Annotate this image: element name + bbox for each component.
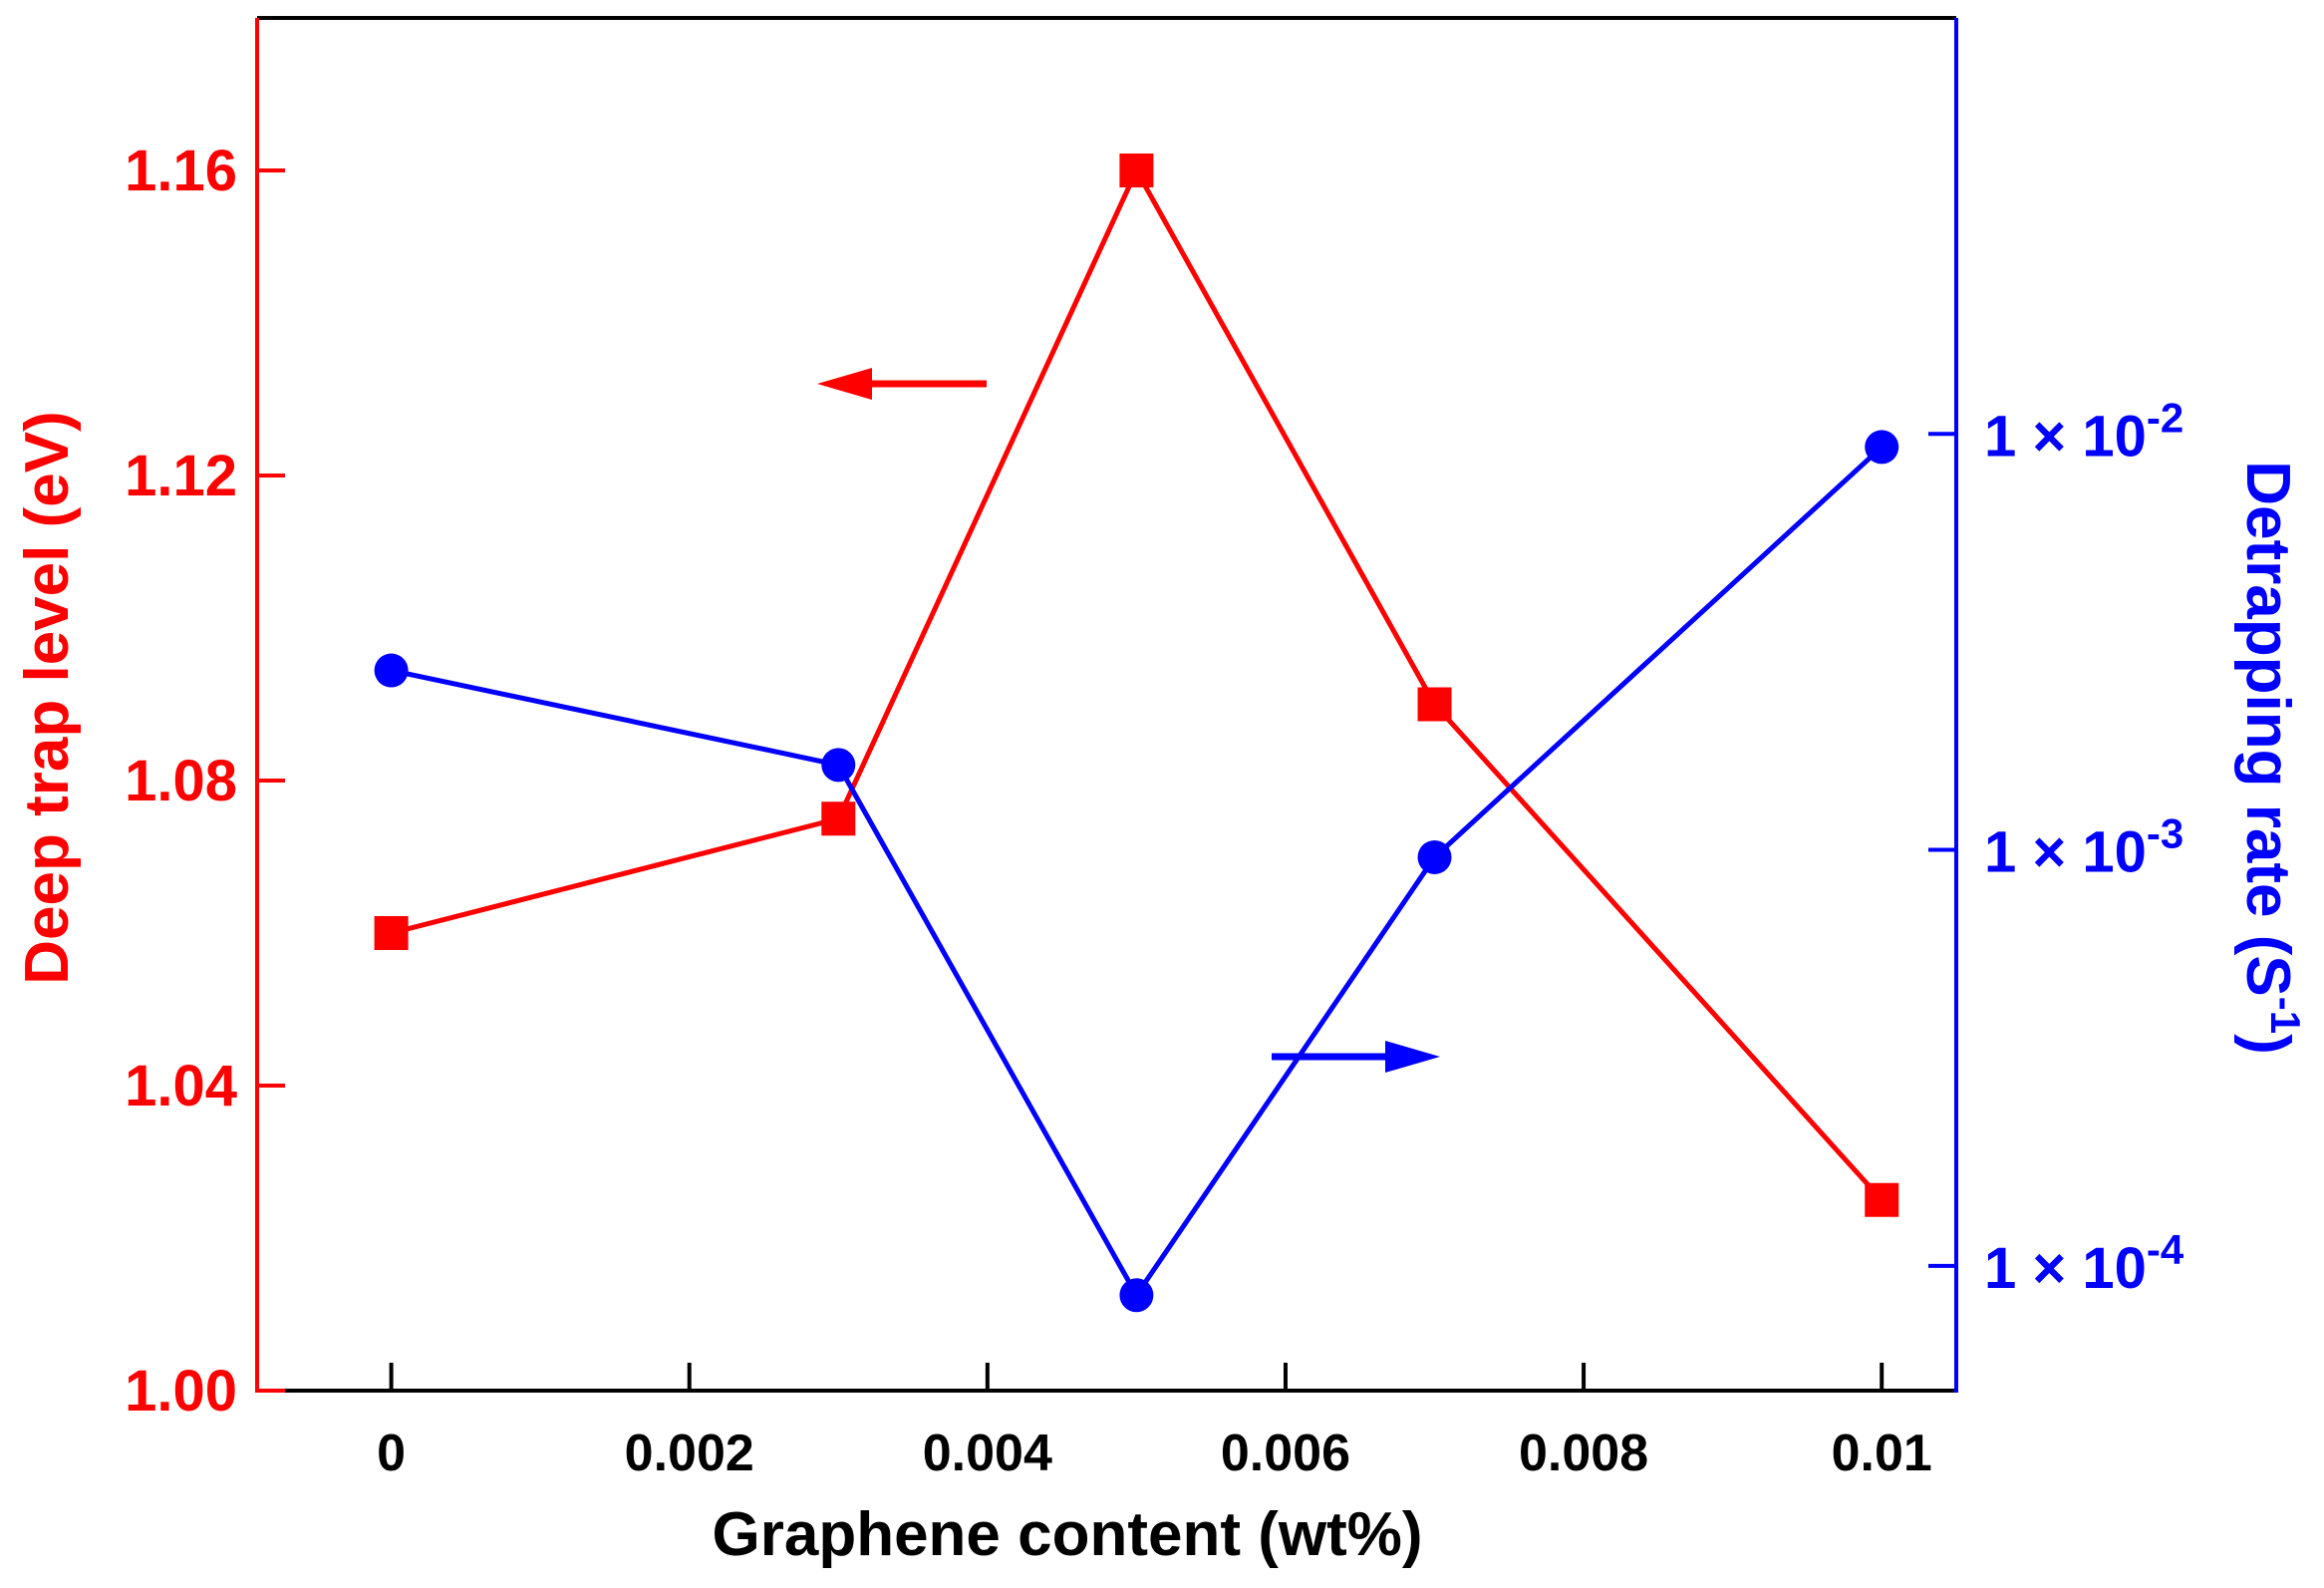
right-axis-arrow bbox=[1272, 1041, 1440, 1073]
left-tick-label: 1.16 bbox=[125, 139, 237, 203]
right-tick-exponent: -4 bbox=[2147, 1226, 2184, 1273]
deep-trap-point bbox=[1865, 1182, 1899, 1217]
right-axis-title-main: Detrapping rate (S bbox=[2233, 461, 2302, 996]
x-tick-label: 0.01 bbox=[1832, 1425, 1932, 1482]
x-tick-label: 0.004 bbox=[923, 1425, 1052, 1482]
deep-trap-point bbox=[1417, 687, 1452, 722]
detrapping-point bbox=[1865, 430, 1899, 465]
series-layer bbox=[374, 154, 1899, 1313]
right-tick-label: 1 × 10-4 bbox=[1984, 1226, 2184, 1301]
right-axis-title: Detrapping rate (S-1) bbox=[2233, 461, 2309, 1054]
right-tick-label: 1 × 10-2 bbox=[1984, 394, 2183, 469]
x-tick-label: 0.002 bbox=[625, 1425, 754, 1482]
x-tick-label: 0.008 bbox=[1519, 1425, 1648, 1482]
right-tick-mantissa: 1 × 10 bbox=[1984, 1236, 2147, 1301]
right-tick-exponent: -2 bbox=[2147, 394, 2183, 441]
right-tick-label: 1 × 10-3 bbox=[1984, 810, 2183, 885]
deep-trap-point bbox=[821, 801, 856, 836]
left-tick-label: 1.12 bbox=[125, 444, 237, 508]
right-axis-title-sup: -1 bbox=[2262, 997, 2309, 1034]
detrapping-point bbox=[821, 748, 856, 783]
x-tick-label: 0.006 bbox=[1221, 1425, 1350, 1482]
detrapping-point bbox=[374, 653, 409, 688]
right-tick-mantissa: 1 × 10 bbox=[1984, 404, 2147, 469]
x-tick-label: 0 bbox=[377, 1425, 406, 1482]
right-tick-exponent: -3 bbox=[2147, 810, 2183, 857]
left-tick-label: 1.04 bbox=[125, 1054, 237, 1118]
left-tick-label: 1.00 bbox=[125, 1359, 237, 1424]
detrapping-point bbox=[1417, 839, 1452, 874]
left-axis-arrow bbox=[817, 368, 987, 400]
deep-trap-point bbox=[1119, 154, 1154, 187]
left-axis-title: Deep trap level (eV) bbox=[13, 411, 82, 984]
deep-trap-point bbox=[374, 916, 409, 950]
right-axis-title-close: ) bbox=[2233, 1034, 2302, 1055]
x-axis-title: Graphene content (wt%) bbox=[712, 1500, 1422, 1569]
left-tick-label: 1.08 bbox=[125, 749, 237, 813]
axes-layer: 0 0.002 0.004 0.006 0.008 0.01 1.00 1.04 1.08 1.1… bbox=[125, 16, 2184, 1482]
detrapping-point bbox=[1119, 1278, 1154, 1313]
right-tick-mantissa: 1 × 10 bbox=[1984, 820, 2147, 885]
